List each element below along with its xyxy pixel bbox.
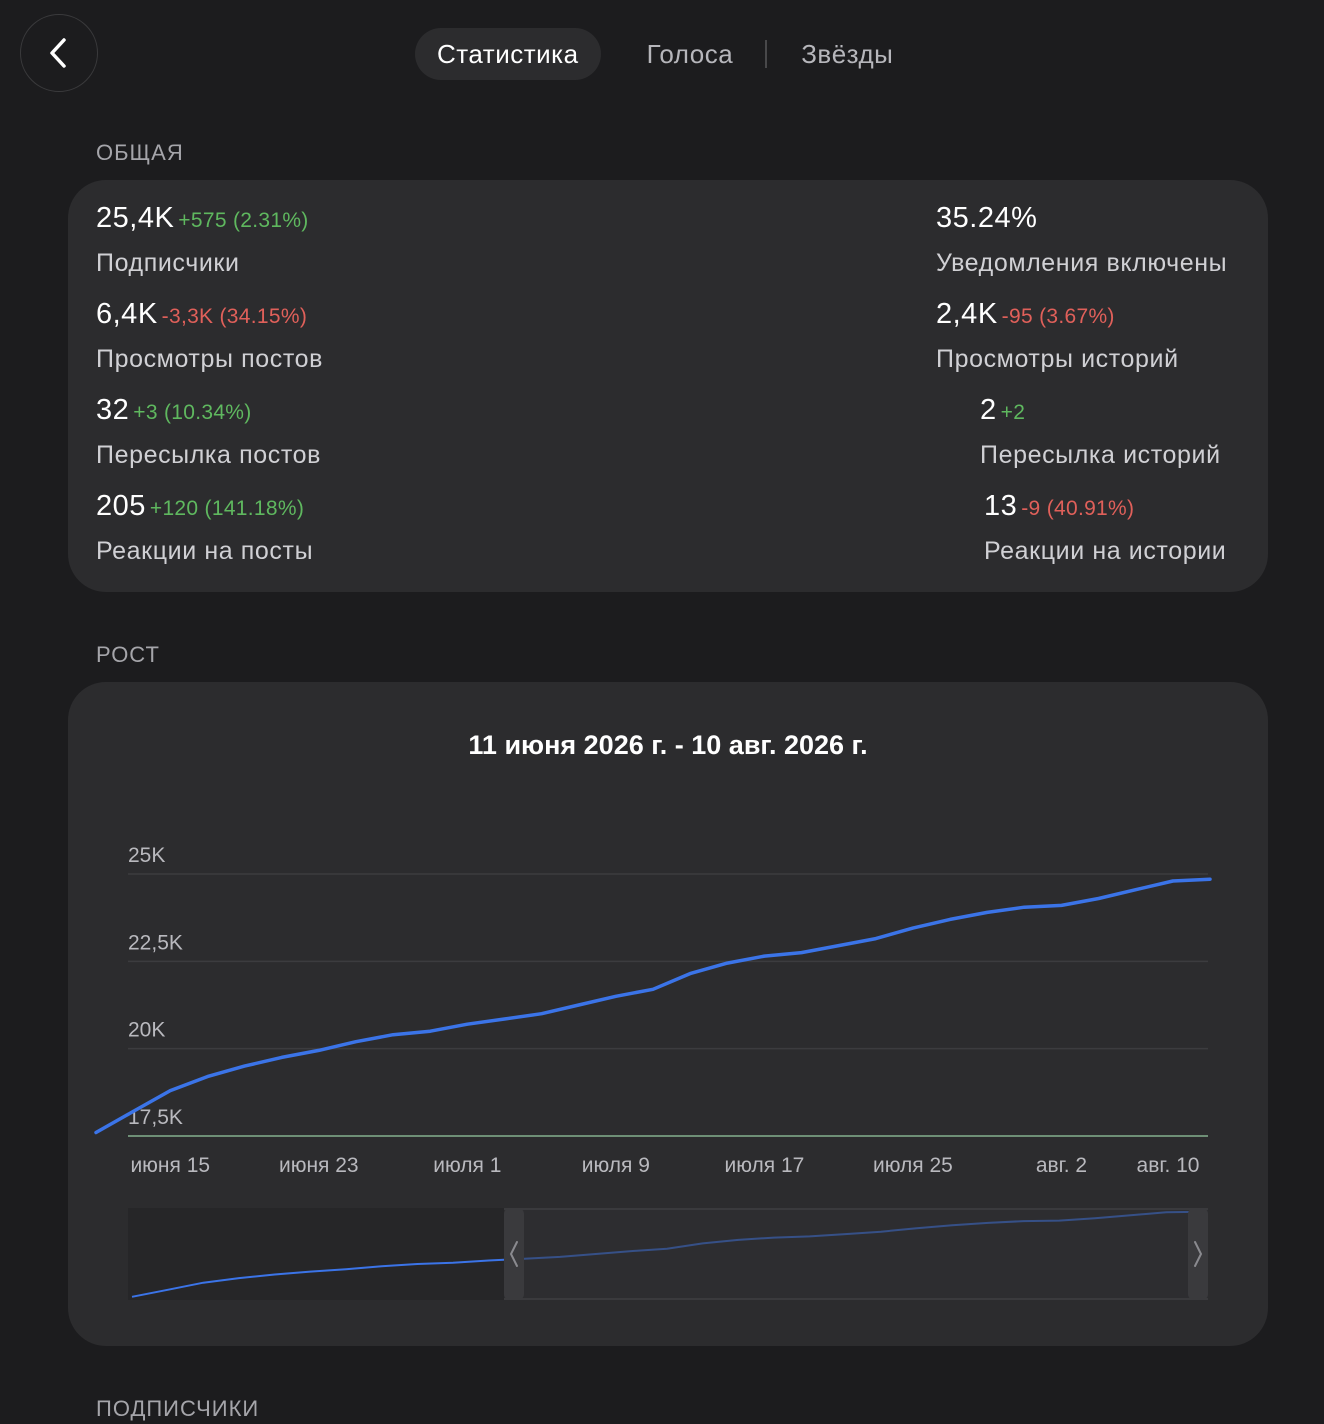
- y-tick-label: 20K: [128, 1019, 165, 1042]
- stat-story-shares: 2 +2 Пересылка историй: [980, 394, 1221, 470]
- stat-value-row: 2 +2: [980, 394, 1221, 427]
- stat-post-reactions: 205 +120 (141.18%) Реакции на посты: [96, 490, 313, 566]
- tab-statistics[interactable]: Статистика: [415, 28, 601, 80]
- series-line-subscribers: [94, 877, 1212, 1135]
- x-tick-label: июля 25: [873, 1154, 953, 1177]
- stat-post-views: 6,4K -3,3K (34.15%) Просмотры постов: [96, 298, 323, 374]
- navigator-handle-right[interactable]: [1188, 1208, 1208, 1300]
- stat-change-amount: +575: [178, 209, 227, 232]
- stat-change-amount: +3: [133, 401, 158, 424]
- stat-label: Пересылка историй: [980, 441, 1221, 469]
- stat-change: +120 (141.18%): [150, 497, 304, 520]
- stat-story-reactions: 13 -9 (40.91%) Реакции на истории: [984, 490, 1226, 566]
- x-tick-label: июня 15: [130, 1154, 210, 1177]
- stat-value-row: 2,4K -95 (3.67%): [936, 298, 1179, 331]
- overview-card: 25,4K +575 (2.31%) Подписчики 6,4K -3,3K (…: [68, 180, 1268, 592]
- y-tick-label: 25K: [128, 844, 165, 867]
- x-tick-label: июля 1: [433, 1154, 501, 1177]
- tab-votes[interactable]: Голоса: [646, 38, 734, 69]
- stat-change-percent: (10.34%): [163, 401, 252, 424]
- stat-label: Просмотры постов: [96, 345, 323, 373]
- stat-label: Реакции на истории: [984, 537, 1227, 565]
- stat-value-row: 6,4K -3,3K (34.15%): [96, 298, 323, 331]
- stat-change: -3,3K (34.15%): [162, 305, 307, 328]
- chevron-left-icon: [50, 38, 66, 68]
- y-tick-label: 22,5K: [128, 931, 183, 954]
- stat-change-percent: (3.67%): [1039, 305, 1115, 328]
- stat-change-percent: (2.31%): [232, 209, 309, 232]
- section-title-subscribers: ПОДПИСЧИКИ: [96, 1396, 260, 1421]
- stat-change-amount: -3,3K: [161, 305, 214, 328]
- stat-change-amount: -9: [1021, 497, 1041, 520]
- stat-value: 25,4K: [96, 202, 175, 234]
- range-navigator[interactable]: [128, 1208, 1208, 1300]
- stat-change-amount: +2: [1000, 401, 1026, 424]
- stat-change-amount: +120: [149, 497, 199, 520]
- stat-label: Пересылка постов: [96, 441, 321, 469]
- stat-label: Уведомления включены: [936, 249, 1228, 277]
- stat-notifications-enabled: 35.24% Уведомления включены: [936, 202, 1227, 278]
- stat-change: -95 (3.67%): [1002, 305, 1115, 328]
- growth-card: 11 июня 2026 г. - 10 авг. 2026 г. 17,5K 2…: [68, 682, 1268, 1346]
- stat-story-views: 2,4K -95 (3.67%) Просмотры историй: [936, 298, 1179, 374]
- navigator-window-top-border: [504, 1208, 1208, 1210]
- chevron-right-icon: [1194, 1241, 1203, 1267]
- stat-label: Реакции на посты: [96, 537, 314, 565]
- stat-value-row: 205 +120 (141.18%): [96, 490, 313, 523]
- section-title-growth: РОСТ: [96, 642, 160, 667]
- section-title-overview: ОБЩАЯ: [96, 140, 184, 165]
- stat-value: 6,4K: [96, 298, 158, 330]
- stat-change: +575 (2.31%): [178, 209, 308, 232]
- stat-change-percent: (141.18%): [204, 497, 305, 520]
- stat-change-amount: -95: [1001, 305, 1033, 328]
- chart-title: 11 июня 2026 г. - 10 авг. 2026 г.: [468, 730, 868, 760]
- stat-post-shares: 32 +3 (10.34%) Пересылка постов: [96, 394, 321, 470]
- back-button[interactable]: [20, 14, 98, 92]
- x-tick-label: июля 17: [724, 1154, 804, 1177]
- stat-value: 2,4K: [936, 298, 998, 330]
- stat-label: Просмотры историй: [936, 345, 1179, 373]
- stat-value-row: 13 -9 (40.91%): [984, 490, 1226, 523]
- stat-change-percent: (40.91%): [1046, 497, 1135, 520]
- x-tick-label: авг. 10: [1137, 1154, 1200, 1177]
- stat-value-row: 25,4K +575 (2.31%): [96, 202, 309, 235]
- stat-value-row: 35.24%: [936, 202, 1227, 235]
- stat-value: 35.24%: [936, 202, 1038, 234]
- navigator-handle-left[interactable]: [504, 1208, 524, 1300]
- stat-value-row: 32 +3 (10.34%): [96, 394, 321, 427]
- tab-stars[interactable]: Звёзды: [801, 38, 894, 69]
- stat-subscribers: 25,4K +575 (2.31%) Подписчики: [96, 202, 309, 278]
- top-tabs: Статистика Голоса Звёзды: [415, 28, 893, 80]
- stat-value: 32: [96, 394, 130, 426]
- tab-divider: [765, 40, 768, 68]
- x-tick-label: июня 23: [279, 1154, 359, 1177]
- stat-label: Подписчики: [96, 249, 240, 277]
- growth-chart: 17,5K 20K 22,5K 25K июня 15 июня 23 июля 1 июл…: [94, 844, 1212, 1300]
- x-tick-label: июля 9: [582, 1154, 650, 1177]
- y-tick-label: 17,5K: [128, 1106, 183, 1129]
- stat-value: 205: [96, 490, 146, 522]
- navigator-selection-window[interactable]: [504, 1208, 1208, 1300]
- chevron-left-icon: [509, 1241, 518, 1267]
- navigator-window-bottom-border: [504, 1298, 1208, 1300]
- x-tick-label: авг. 2: [1036, 1154, 1087, 1177]
- stat-change: +2: [1001, 401, 1026, 424]
- stat-value: 13: [984, 490, 1018, 522]
- stat-change: +3 (10.34%): [133, 401, 251, 424]
- stat-change-percent: (34.15%): [219, 305, 308, 328]
- stat-change: -9 (40.91%): [1021, 497, 1134, 520]
- stat-value: 2: [980, 394, 997, 426]
